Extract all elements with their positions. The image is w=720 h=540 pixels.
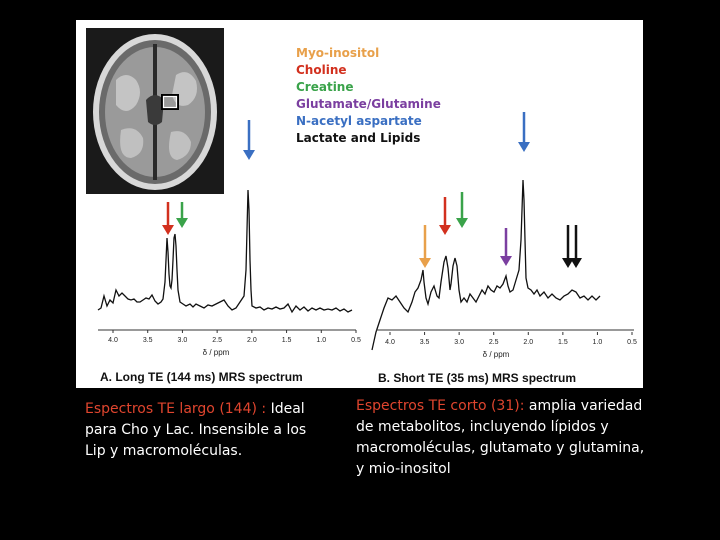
tick-label: 1.0 (593, 339, 603, 346)
figure-svg: Myo-inositol Choline Creatine Glutamate/Glu… (86, 28, 637, 385)
spectrum-a-line (97, 189, 353, 314)
legend-item: Creatine (296, 80, 354, 94)
tick-label: 2.0 (247, 337, 257, 344)
tick-label: 2.5 (212, 337, 222, 344)
arrow-creatine-b (456, 192, 468, 228)
tick-label: 1.5 (282, 337, 292, 344)
legend-item: Lactate and Lipids (296, 131, 420, 145)
mri-brain-image (86, 28, 224, 194)
panel-b-spectrum: 4.0 3.5 3.0 2.5 2.0 1.5 1.0 0.5 δ / ppm B. Shor… (371, 179, 637, 385)
spectrum-b-line (371, 179, 601, 351)
tick-label: 1.0 (316, 337, 326, 344)
caption-a-highlight: Espectros TE largo (144) : (85, 401, 271, 417)
arrow-lipids-b1 (562, 225, 574, 268)
tick-label: 3.0 (178, 337, 188, 344)
arrow-creatine-a (176, 202, 188, 228)
panel-a-spectrum: 4.0 3.5 3.0 2.5 2.0 1.5 1.0 0.5 δ / ppm A. Long… (97, 189, 361, 384)
caption-short-te: Espectros TE corto (31): amplia variedad… (356, 396, 656, 480)
arrow-myoinositol-b (419, 225, 431, 268)
arrow-choline-b (439, 197, 451, 235)
tick-label: 4.0 (385, 339, 395, 346)
metabolite-legend: Myo-inositol Choline Creatine Glutamate/Glu… (296, 46, 441, 145)
tick-label: 3.0 (454, 339, 464, 346)
arrow-choline-a (162, 202, 174, 235)
title-a: A. Long TE (144 ms) MRS spectrum (100, 370, 303, 384)
legend-item: Glutamate/Glutamine (296, 97, 441, 111)
legend-item: N-acetyl aspartate (296, 114, 422, 128)
arrow-glutamate-b (500, 228, 512, 266)
tick-label: 3.5 (143, 337, 153, 344)
mrs-figure: Myo-inositol Choline Creatine Glutamate/Glu… (76, 20, 643, 388)
tick-label: 2.0 (523, 339, 533, 346)
arrow-naa-b (518, 112, 530, 152)
caption-a-text: Ideal para Cho y Lac. Insensible a los L… (85, 401, 307, 459)
tick-label: 1.5 (558, 339, 568, 346)
tick-label: 0.5 (627, 339, 637, 346)
peak-arrows (162, 112, 582, 268)
tick-label: 0.5 (351, 337, 361, 344)
xlabel-a: δ / ppm (203, 348, 230, 357)
legend-item: Myo-inositol (296, 46, 379, 60)
title-b: B. Short TE (35 ms) MRS spectrum (378, 371, 576, 385)
tick-label: 3.5 (420, 339, 430, 346)
legend-item: Choline (296, 63, 347, 77)
ticks-a: 4.0 3.5 3.0 2.5 2.0 1.5 1.0 0.5 (108, 330, 361, 344)
ticks-b: 4.0 3.5 3.0 2.5 2.0 1.5 1.0 0.5 (385, 332, 637, 346)
caption-long-te: Espectros TE largo (144) : Ideal para Ch… (85, 399, 325, 462)
tick-label: 2.5 (489, 339, 499, 346)
caption-b-text: amplia variedad de metabolitos, incluyen… (356, 398, 645, 477)
tick-label: 4.0 (108, 337, 118, 344)
xlabel-b: δ / ppm (483, 350, 510, 359)
caption-b-highlight: Espectros TE corto (31): (356, 398, 529, 414)
arrow-lipids-b2 (570, 225, 582, 268)
arrow-naa-a (243, 120, 255, 160)
